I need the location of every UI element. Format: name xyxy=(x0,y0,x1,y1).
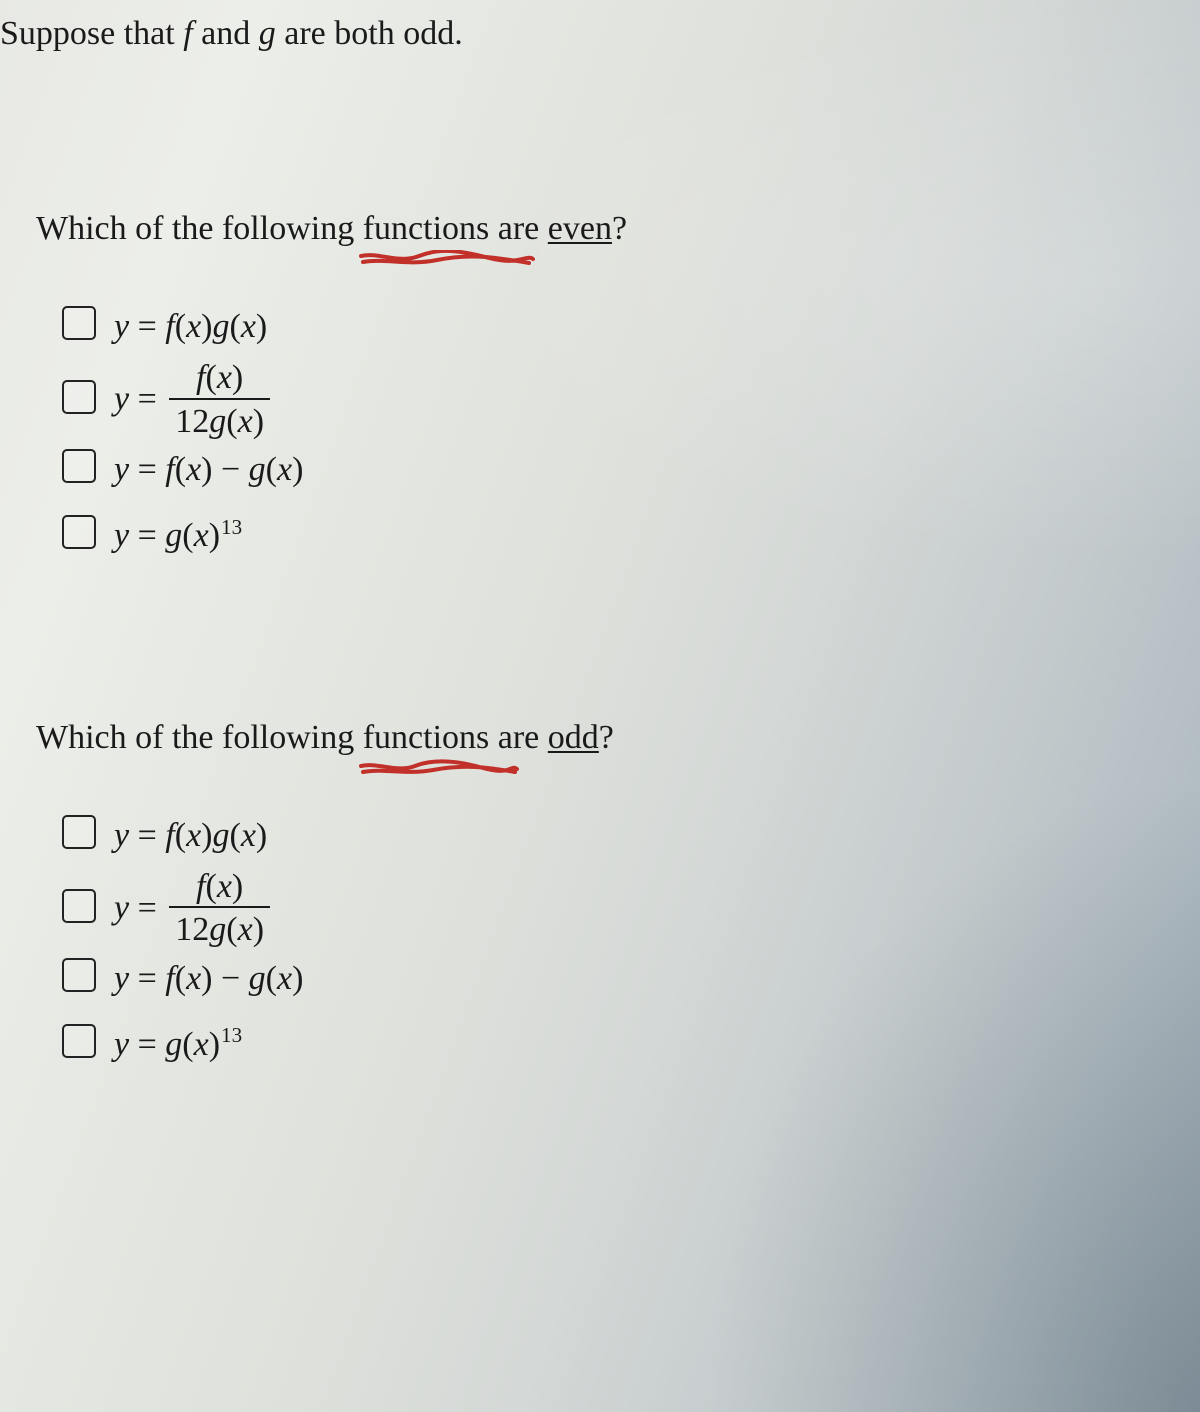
fraction-den: 12g(x) xyxy=(169,400,270,440)
question-odd: Which of the following functions are odd… xyxy=(36,715,1200,761)
q2-stem-after: ? xyxy=(599,719,614,756)
premise-g: g xyxy=(259,15,276,52)
arg-x: x xyxy=(194,517,209,554)
fn-b: g xyxy=(212,308,229,345)
q2-stem-mid1 xyxy=(354,719,363,756)
q2-option-3: y = f(x) − g(x) xyxy=(62,952,1200,1000)
den-fn: g xyxy=(209,403,226,440)
fn-b: g xyxy=(249,451,266,488)
red-scribble-icon xyxy=(359,250,535,268)
q1-opt2-math: y = f(x) 12g(x) xyxy=(114,362,274,441)
fraction: f(x) 12g(x) xyxy=(169,869,270,948)
q1-opt1-math: y = f(x)g(x) xyxy=(114,300,267,348)
premise-f: f xyxy=(183,15,192,52)
checkbox[interactable] xyxy=(62,815,96,849)
den-coef: 12 xyxy=(175,403,209,440)
arg-x2: x xyxy=(238,911,253,948)
premise-after: are both odd. xyxy=(276,15,463,52)
num-fn: f xyxy=(196,868,205,905)
exponent: 13 xyxy=(221,515,242,539)
q2-options: y = f(x)g(x) y = f(x) 12g(x) y = f(x) − … xyxy=(62,809,1200,1066)
arg-x: x xyxy=(186,451,201,488)
fn-b: g xyxy=(212,817,229,854)
arg-x2: x xyxy=(277,451,292,488)
q1-word-functions: functions xyxy=(363,206,490,252)
q2-option-4: y = g(x)13 xyxy=(62,1018,1200,1066)
q2-word-functions: functions xyxy=(363,715,490,761)
fn: g xyxy=(165,1026,182,1063)
q2-keyword: odd xyxy=(548,719,599,756)
fraction: f(x) 12g(x) xyxy=(169,360,270,439)
checkbox[interactable] xyxy=(62,449,96,483)
checkbox[interactable] xyxy=(62,1024,96,1058)
q1-keyword: even xyxy=(548,210,612,247)
arg-x: x xyxy=(186,960,201,997)
checkbox[interactable] xyxy=(62,889,96,923)
q1-options: y = f(x)g(x) y = f(x) 12g(x) y = f xyxy=(62,300,1200,557)
den-fn: g xyxy=(209,911,226,948)
q2-stem-mid2: are xyxy=(489,719,548,756)
q2-option-1: y = f(x)g(x) xyxy=(62,809,1200,857)
arg-x2: x xyxy=(238,403,253,440)
checkbox[interactable] xyxy=(62,958,96,992)
fn-a: f xyxy=(165,817,174,854)
lhs-var: y xyxy=(114,517,129,554)
lhs-var: y xyxy=(114,1026,129,1063)
arg-x2: x xyxy=(241,817,256,854)
q2-opt3-math: y = f(x) − g(x) xyxy=(114,952,303,1000)
lhs-var: y xyxy=(114,380,129,417)
checkbox[interactable] xyxy=(62,306,96,340)
fn-a: f xyxy=(165,451,174,488)
exponent: 13 xyxy=(221,1023,242,1047)
fn-a: f xyxy=(165,960,174,997)
den-coef: 12 xyxy=(175,911,209,948)
fn-b: g xyxy=(249,960,266,997)
q1-option-3: y = f(x) − g(x) xyxy=(62,443,1200,491)
q1-option-4: y = g(x)13 xyxy=(62,509,1200,557)
checkbox[interactable] xyxy=(62,380,96,414)
fraction-num: f(x) xyxy=(169,360,270,400)
red-scribble-icon xyxy=(359,759,519,777)
worksheet-page: Suppose that f and g are both odd. Which… xyxy=(0,0,1200,1066)
q2-stem-before: Which of the xyxy=(36,719,222,756)
arg-x: x xyxy=(186,817,201,854)
premise-before: Suppose that xyxy=(0,15,183,52)
q2-word-functions-text: functions xyxy=(363,719,490,756)
q1-option-1: y = f(x)g(x) xyxy=(62,300,1200,348)
lhs-var: y xyxy=(114,960,129,997)
fraction-den: 12g(x) xyxy=(169,908,270,948)
arg-x2: x xyxy=(241,308,256,345)
q1-opt3-math: y = f(x) − g(x) xyxy=(114,443,303,491)
q1-option-2: y = f(x) 12g(x) xyxy=(62,362,1200,441)
arg-x: x xyxy=(217,868,232,905)
q1-stem-mid: are xyxy=(489,210,548,247)
q2-word-following-text: following xyxy=(222,719,354,756)
q2-opt2-math: y = f(x) 12g(x) xyxy=(114,871,274,950)
arg-x: x xyxy=(186,308,201,345)
lhs-var: y xyxy=(114,451,129,488)
fraction-num: f(x) xyxy=(169,869,270,909)
premise-text: Suppose that f and g are both odd. xyxy=(0,0,1200,56)
arg-x2: x xyxy=(277,960,292,997)
q2-opt1-math: y = f(x)g(x) xyxy=(114,809,267,857)
question-even: Which of the following functions are eve… xyxy=(36,206,1200,252)
q1-word-functions-text: functions xyxy=(363,210,490,247)
premise-between: and xyxy=(193,15,259,52)
q1-stem-before: Which of the following xyxy=(36,210,363,247)
q2-opt4-math: y = g(x)13 xyxy=(114,1018,242,1066)
num-fn: f xyxy=(196,359,205,396)
arg-x: x xyxy=(194,1026,209,1063)
lhs-var: y xyxy=(114,308,129,345)
q2-word-following: following xyxy=(222,715,354,761)
fn-a: f xyxy=(165,308,174,345)
checkbox[interactable] xyxy=(62,515,96,549)
q1-stem-after: ? xyxy=(612,210,627,247)
fn: g xyxy=(165,517,182,554)
q2-option-2: y = f(x) 12g(x) xyxy=(62,871,1200,950)
arg-x: x xyxy=(217,359,232,396)
q1-opt4-math: y = g(x)13 xyxy=(114,509,242,557)
lhs-var: y xyxy=(114,817,129,854)
lhs-var: y xyxy=(114,889,129,926)
